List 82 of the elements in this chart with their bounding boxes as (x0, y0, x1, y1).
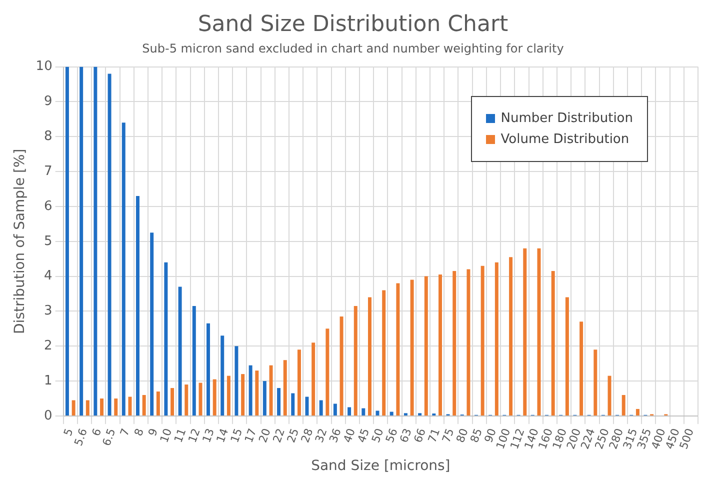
bar (551, 271, 555, 416)
y-axis-title: Distribution of Sample [%] (12, 148, 28, 334)
y-tick-label: 4 (44, 268, 52, 284)
bar (390, 412, 394, 416)
bar (80, 66, 84, 416)
bar (340, 316, 344, 416)
bar (178, 286, 182, 416)
bar (622, 395, 626, 416)
bar (537, 248, 541, 416)
bar (269, 365, 273, 416)
bar (128, 396, 132, 416)
bar (226, 376, 230, 416)
legend-label: Volume Distribution (500, 132, 630, 147)
bar (94, 66, 98, 416)
y-tick-label: 3 (44, 304, 52, 319)
bar (108, 74, 112, 416)
bar (255, 370, 259, 416)
bar (305, 396, 309, 416)
bar (580, 322, 584, 416)
bar (523, 248, 527, 416)
y-tick-label: 8 (44, 129, 52, 144)
bar (206, 323, 210, 416)
bar (466, 269, 470, 416)
x-tick-label: 8 (132, 426, 146, 438)
bar (480, 266, 484, 416)
bar (319, 400, 323, 416)
bar (100, 398, 104, 416)
bar (312, 342, 316, 416)
bar (396, 283, 400, 416)
bar (565, 297, 569, 416)
bar (452, 271, 456, 416)
bar (248, 365, 252, 416)
bar (297, 350, 301, 416)
bar (136, 196, 140, 416)
bar (114, 398, 118, 416)
chart-subtitle: Sub-5 micron sand excluded in chart and number weighting for clarity (142, 42, 564, 56)
bar (354, 306, 358, 416)
bar (192, 306, 196, 416)
bar (438, 274, 442, 416)
bar (220, 336, 224, 416)
legend-label: Number Distribution (500, 111, 633, 126)
bar (170, 388, 174, 416)
bar (150, 232, 154, 416)
bar (241, 374, 245, 416)
bar (348, 407, 352, 416)
bar (291, 393, 295, 416)
bar (164, 262, 168, 416)
bar (212, 379, 216, 416)
x-tick-label: 500 (677, 426, 696, 451)
bar (509, 257, 513, 416)
bar (410, 280, 414, 416)
y-tick-label: 2 (44, 338, 52, 354)
bar (72, 400, 76, 416)
bar (494, 262, 498, 416)
y-tick-label: 1 (44, 373, 52, 388)
bar (326, 328, 330, 416)
y-tick-label: 7 (44, 164, 52, 179)
bar (382, 290, 386, 416)
bar (184, 384, 188, 416)
bar (424, 276, 428, 416)
x-tick-label: 7 (118, 426, 132, 438)
y-tick-label: 9 (44, 94, 52, 110)
chart-title: Sand Size Distribution Chart (198, 12, 509, 37)
y-tick-label: 10 (36, 59, 52, 74)
bar (156, 392, 160, 416)
bar (122, 122, 126, 416)
bar (636, 408, 640, 416)
bar (234, 346, 238, 416)
bar (376, 410, 380, 416)
x-axis-title: Sand Size [microns] (311, 458, 450, 474)
bar (368, 297, 372, 416)
bar (86, 400, 90, 416)
bar (283, 360, 287, 416)
y-tick-label: 6 (44, 198, 52, 214)
bar (262, 381, 266, 416)
bar (277, 388, 281, 416)
bar (594, 350, 598, 416)
y-tick-label: 0 (44, 408, 52, 424)
bar (142, 395, 146, 416)
bar (333, 404, 337, 416)
y-tick-label: 5 (44, 234, 52, 249)
bar (362, 408, 366, 416)
